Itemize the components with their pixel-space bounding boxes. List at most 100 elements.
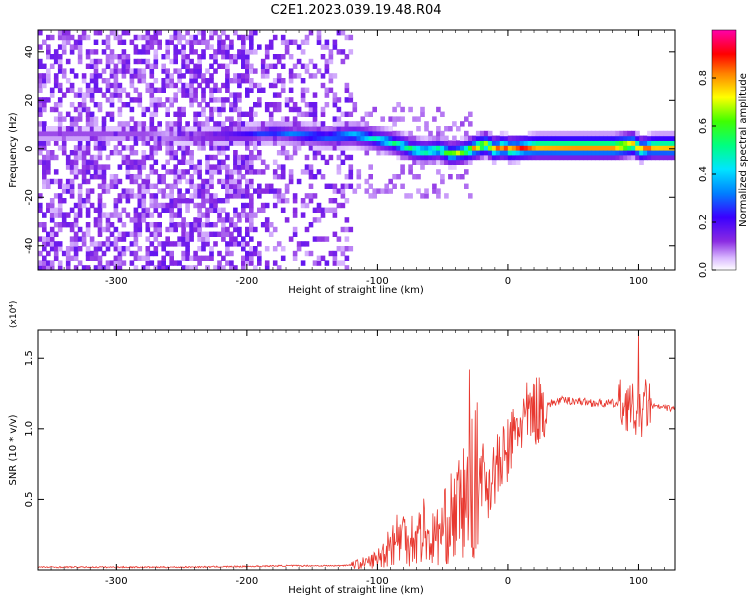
heatmap-cell <box>280 34 286 41</box>
heatmap-cell <box>583 145 588 151</box>
heatmap-cell <box>312 207 318 213</box>
heatmap-cell <box>201 212 206 218</box>
heatmap-cell <box>38 145 43 151</box>
heatmap-cell <box>201 126 206 132</box>
heatmap-cell <box>149 82 155 89</box>
heatmap-cell <box>245 212 250 218</box>
heatmap-cell <box>233 135 238 141</box>
heatmap-cell <box>209 174 214 180</box>
heatmap-cell <box>631 135 636 141</box>
heatmap-cell <box>93 140 99 146</box>
heatmap-cell <box>129 97 135 103</box>
heatmap-cell <box>61 34 67 41</box>
heatmap-cell <box>133 135 139 141</box>
heatmap-cell <box>245 241 250 247</box>
heatmap-cell <box>69 135 75 141</box>
heatmap-cell <box>209 145 214 151</box>
heatmap-cell <box>312 236 318 242</box>
heatmap-cell <box>280 87 286 93</box>
heatmap-cell <box>73 236 79 242</box>
heatmap-cell <box>57 183 63 189</box>
heatmap-cell <box>145 236 151 242</box>
heatmap-cell <box>89 241 95 247</box>
heatmap-cell <box>165 250 170 257</box>
heatmap-cell <box>221 49 226 55</box>
spectrogram-x-ticks: -300 -200 -100 0 100 <box>50 30 665 287</box>
heatmap-cell <box>53 178 59 185</box>
heatmap-cell <box>288 174 294 180</box>
heatmap-cell <box>348 145 354 151</box>
heatmap-cell <box>197 159 202 165</box>
heatmap-cell <box>133 140 139 146</box>
heatmap-cell <box>42 164 47 170</box>
heatmap-cell <box>97 246 103 252</box>
heatmap-cell <box>209 106 214 113</box>
heatmap-cell <box>153 198 159 204</box>
heatmap-cell <box>603 154 608 161</box>
heatmap-cell <box>448 174 453 180</box>
heatmap-cell <box>177 174 182 180</box>
heatmap-cell <box>149 63 155 69</box>
heatmap-cell <box>213 193 218 199</box>
heatmap-cell <box>241 174 246 180</box>
heatmap-cell <box>161 207 166 213</box>
heatmap-cell <box>229 174 234 180</box>
heatmap-cell <box>336 202 342 209</box>
heatmap-cell <box>499 150 505 156</box>
heatmap-cell <box>392 174 397 180</box>
heatmap-cell <box>185 145 190 151</box>
heatmap-cell <box>352 121 358 127</box>
heatmap-cell <box>392 150 397 156</box>
heatmap-cell <box>193 217 198 223</box>
heatmap-cell <box>539 130 545 137</box>
heatmap-cell <box>121 58 127 65</box>
heatmap-cell <box>364 188 370 194</box>
heatmap-cell <box>153 58 159 65</box>
heatmap-cell <box>49 207 55 213</box>
heatmap-cell <box>177 111 182 117</box>
heatmap-cell <box>563 150 569 156</box>
heatmap-cell <box>197 193 202 199</box>
heatmap-cell <box>133 236 139 242</box>
heatmap-cell <box>388 116 393 122</box>
heatmap-cell <box>121 159 127 165</box>
heatmap-cell <box>575 154 581 161</box>
heatmap-cell <box>165 241 170 247</box>
heatmap-cell <box>229 102 234 108</box>
heatmap-cell <box>328 135 334 141</box>
heatmap-cell <box>292 102 298 108</box>
heatmap-cell <box>253 246 258 252</box>
heatmap-cell <box>571 145 577 151</box>
heatmap-cell <box>157 222 162 228</box>
heatmap-cell <box>264 54 270 60</box>
heatmap-cell <box>145 87 151 93</box>
heatmap-cell <box>320 154 326 161</box>
heatmap-cell <box>145 188 151 194</box>
heatmap-cell <box>153 150 159 156</box>
heatmap-cell <box>209 255 214 261</box>
heatmap-cell <box>85 140 91 146</box>
heatmap-cell <box>137 159 143 165</box>
heatmap-cell <box>149 150 155 156</box>
heatmap-cell <box>547 135 553 141</box>
heatmap-cell <box>189 135 194 141</box>
heatmap-cell <box>109 102 115 108</box>
heatmap-cell <box>436 169 441 175</box>
heatmap-cell <box>161 63 166 69</box>
heatmap-cell <box>336 164 342 170</box>
heatmap-cell <box>304 68 310 74</box>
heatmap-cell <box>133 121 139 127</box>
heatmap-cell <box>571 140 577 146</box>
heatmap-cell <box>101 174 107 180</box>
heatmap-cell <box>177 178 182 185</box>
heatmap-cell <box>185 140 190 146</box>
heatmap-cell <box>511 159 517 165</box>
heatmap-cell <box>304 34 310 41</box>
heatmap-cell <box>448 150 453 156</box>
heatmap-cell <box>444 140 449 146</box>
heatmap-cell <box>288 135 294 141</box>
heatmap-cell <box>221 97 226 103</box>
heatmap-cell <box>491 150 497 156</box>
heatmap-cell <box>229 78 234 84</box>
heatmap-cell <box>185 255 190 261</box>
